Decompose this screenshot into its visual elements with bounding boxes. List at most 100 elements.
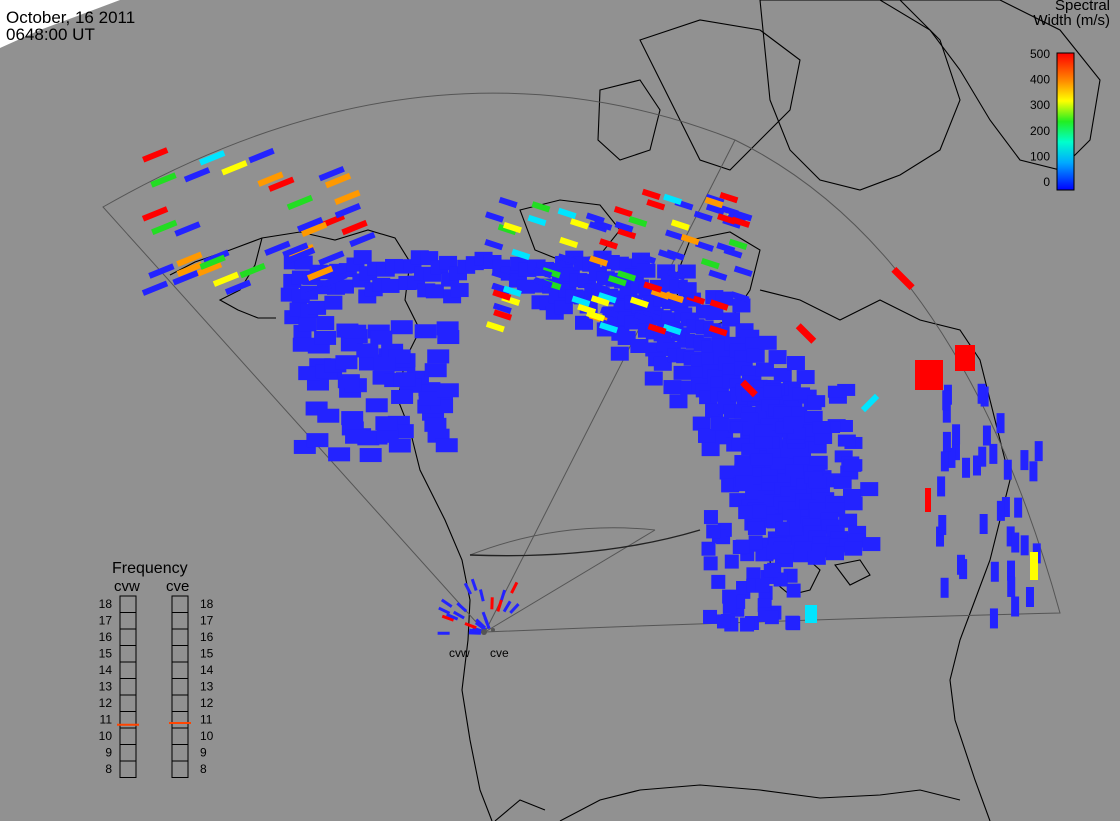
frequency-tick-right: 12 xyxy=(200,696,214,710)
scatter-cell xyxy=(607,275,627,287)
scatter-cell xyxy=(758,335,777,350)
scatter-cell xyxy=(349,231,376,248)
scatter-cell xyxy=(669,394,688,409)
frequency-tick-left: 9 xyxy=(105,746,112,760)
scatter-cell xyxy=(1003,459,1012,480)
scatter-cell xyxy=(663,193,683,206)
scatter-cell xyxy=(438,606,451,615)
scatter-cell xyxy=(630,339,649,354)
scatter-cell xyxy=(531,201,551,213)
scatter-cell xyxy=(670,219,690,231)
scatter-cell xyxy=(955,345,975,371)
timestamp: October, 16 2011 0648:00 UT xyxy=(6,9,135,43)
scatter-cell xyxy=(586,310,606,322)
scatter-cell xyxy=(937,476,946,497)
scatter-cell xyxy=(796,370,815,385)
scatter-cell xyxy=(590,281,610,294)
scatter-cell xyxy=(264,240,291,256)
scatter-cell xyxy=(463,582,472,595)
scatter-cell xyxy=(805,605,817,623)
scatter-cell xyxy=(373,356,396,371)
scatter-cell xyxy=(437,330,460,345)
scatter-cell xyxy=(464,622,477,630)
frequency-cell xyxy=(119,727,137,745)
scatter-cell xyxy=(151,219,178,236)
scatter-cell xyxy=(755,578,770,593)
scatter-cell xyxy=(792,387,811,400)
scatter-cell xyxy=(492,302,512,314)
scatter-cell xyxy=(786,509,801,524)
scatter-cell xyxy=(860,393,880,413)
scatter-cell xyxy=(493,309,513,321)
scatter-cell xyxy=(533,277,553,289)
frequency-tick-right: 8 xyxy=(200,762,207,776)
scatter-cell xyxy=(1001,497,1010,518)
scatter-cell xyxy=(588,221,608,233)
scatter-cell xyxy=(716,614,731,629)
scatter-cell xyxy=(483,616,491,630)
scatter-cell xyxy=(719,465,738,480)
scatter-cell xyxy=(827,385,846,398)
scatter-cell xyxy=(637,252,657,265)
scatter-cell xyxy=(559,236,579,249)
scatter-cell xyxy=(787,521,802,536)
scatter-cell xyxy=(435,438,458,453)
scatter-cell xyxy=(709,299,729,311)
scatter-cell xyxy=(996,500,1005,521)
scatter-cell xyxy=(224,279,252,295)
scatter-cell xyxy=(427,349,450,364)
colorbar: 500 400 300 200 100 0 xyxy=(1030,47,1075,191)
scatter-cell xyxy=(1030,552,1038,580)
scatter-cell xyxy=(1011,532,1020,553)
scatter-cell xyxy=(324,172,352,189)
scatter-cell xyxy=(722,589,737,604)
scatter-cell xyxy=(786,356,805,371)
scatter-cell xyxy=(705,306,724,321)
scatter-cell xyxy=(989,443,998,464)
scatter-cell xyxy=(837,434,856,447)
colorbar-tick-label: 500 xyxy=(1030,47,1050,61)
scatter-cell xyxy=(862,537,881,552)
scatter-cell xyxy=(509,603,520,614)
scatter-cell xyxy=(844,541,863,556)
scatter-cell xyxy=(221,160,248,176)
scatter-cell xyxy=(962,457,971,478)
frequency-cell xyxy=(119,645,137,663)
scatter-cell xyxy=(770,457,789,470)
scatter-cell xyxy=(662,323,682,336)
scatter-cell xyxy=(490,597,494,610)
scatter-cell xyxy=(308,300,327,315)
scatter-cell xyxy=(657,249,677,261)
scatter-cell xyxy=(730,291,750,303)
scatter-cell xyxy=(314,330,337,345)
scatter-cell xyxy=(738,505,753,520)
scatter-cell xyxy=(557,253,577,265)
scatter-cell xyxy=(150,172,177,188)
scatter-cell xyxy=(728,238,748,250)
frequency-cell xyxy=(119,661,137,679)
frequency-tick-right: 15 xyxy=(200,647,214,661)
scatter-cell xyxy=(1006,526,1015,547)
scatter-cell xyxy=(754,436,773,449)
scatter-cell xyxy=(940,451,949,472)
scatter-cell xyxy=(365,398,388,413)
scatter-cell xyxy=(496,599,503,612)
scatter-cell xyxy=(972,455,981,476)
scatter-cell xyxy=(996,413,1005,434)
scatter-cell xyxy=(390,320,413,335)
scatter-cell xyxy=(575,315,594,330)
scatter-cell xyxy=(977,383,986,404)
colorbar-tick-label: 100 xyxy=(1030,149,1050,163)
scatter-cell xyxy=(732,298,751,313)
scatter-cell xyxy=(735,475,754,488)
scatter-cell xyxy=(844,496,863,511)
scatter-cell xyxy=(456,602,468,613)
scatter-cell xyxy=(754,424,773,437)
boundary-curve xyxy=(469,529,701,557)
scatter-cell xyxy=(704,196,724,209)
scatter-cell xyxy=(646,199,666,211)
scatter-cell xyxy=(318,165,345,182)
scatter-cell xyxy=(452,610,465,620)
scatter-cell xyxy=(979,514,988,535)
scatter-cell xyxy=(1007,576,1016,597)
